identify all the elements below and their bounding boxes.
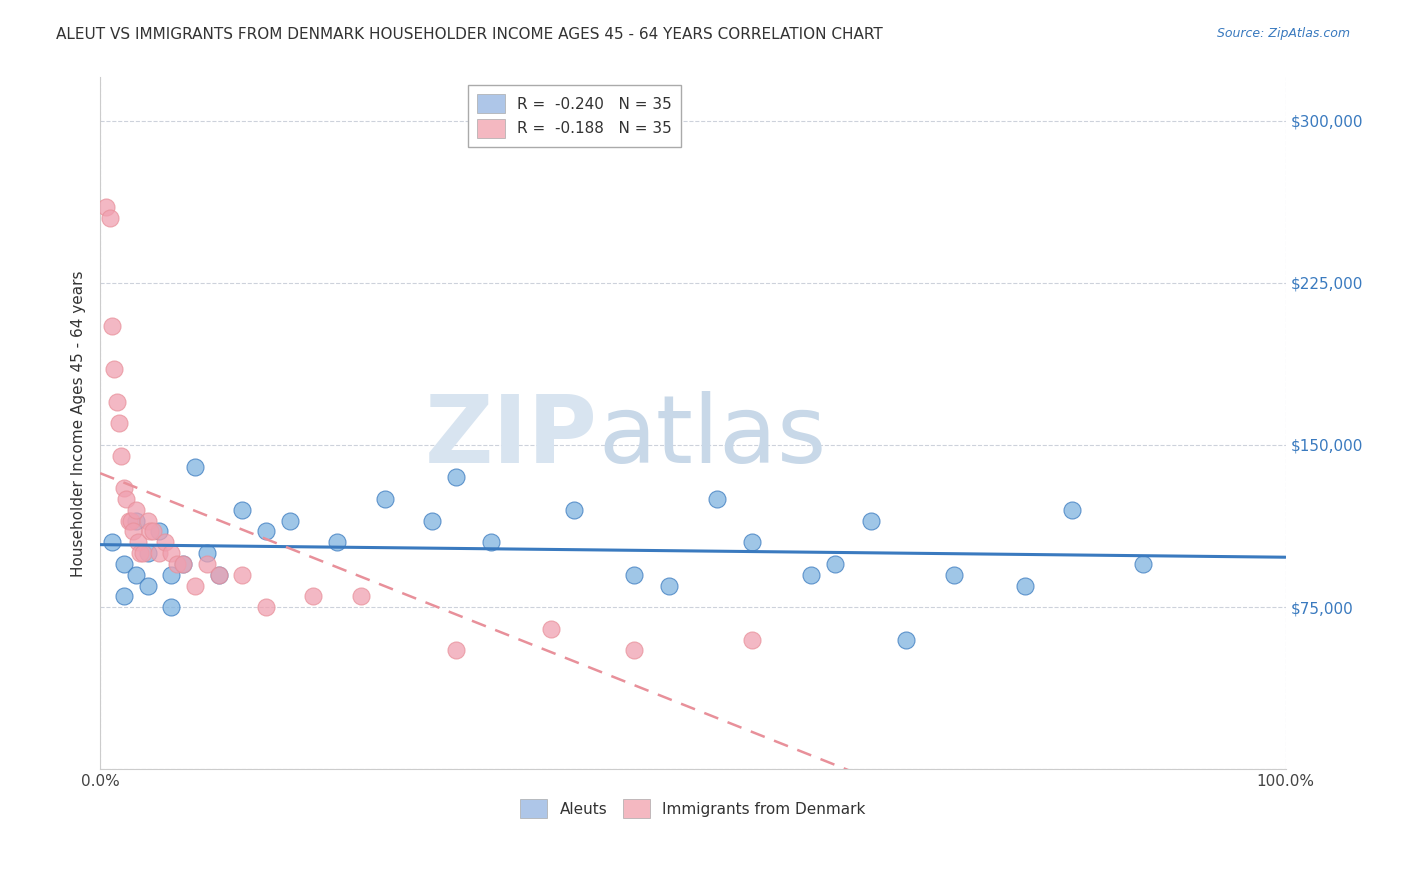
Point [98,211,121,225]
Point [160,546,183,560]
Point [302,590,325,604]
Legend: Aleuts, Immigrants from Denmark: Aleuts, Immigrants from Denmark [513,793,872,824]
Point [155,535,177,549]
Point [122,524,145,539]
Point [129,546,152,560]
Text: atlas: atlas [598,392,827,483]
Point [350,590,373,604]
Point [540,622,562,636]
Point [1062,503,1084,517]
Point [623,643,645,657]
Point [208,567,231,582]
Point [231,503,253,517]
Point [110,449,132,463]
Point [658,578,681,592]
Point [254,600,277,615]
Point [117,514,139,528]
Point [125,567,148,582]
Point [120,514,142,528]
Point [1132,557,1154,571]
Point [127,535,149,549]
Point [148,524,170,539]
Text: ZIP: ZIP [425,392,598,483]
Point [374,491,396,506]
Point [125,503,148,517]
Point [254,524,277,539]
Point [148,546,170,560]
Point [741,535,763,549]
Point [142,524,165,539]
Point [326,535,349,549]
Point [94,200,117,214]
Point [195,546,218,560]
Y-axis label: Householder Income Ages 45 - 64 years: Householder Income Ages 45 - 64 years [72,270,86,576]
Point [479,535,502,549]
Point [112,590,135,604]
Point [166,557,188,571]
Point [278,514,301,528]
Point [562,503,585,517]
Point [101,319,124,334]
Point [132,546,155,560]
Point [231,567,253,582]
Point [136,514,159,528]
Point [824,557,846,571]
Point [112,481,135,495]
Point [101,535,124,549]
Point [195,557,218,571]
Point [115,491,138,506]
Point [741,632,763,647]
Point [1014,578,1036,592]
Point [172,557,194,571]
Point [125,514,148,528]
Point [136,546,159,560]
Text: Source: ZipAtlas.com: Source: ZipAtlas.com [1216,27,1350,40]
Point [896,632,918,647]
Point [105,394,128,409]
Point [420,514,443,528]
Point [184,578,207,592]
Point [800,567,823,582]
Point [136,578,159,592]
Point [623,567,645,582]
Point [444,643,467,657]
Point [706,491,728,506]
Text: ALEUT VS IMMIGRANTS FROM DENMARK HOUSEHOLDER INCOME AGES 45 - 64 YEARS CORRELATI: ALEUT VS IMMIGRANTS FROM DENMARK HOUSEHO… [56,27,883,42]
Point [184,459,207,474]
Point [112,557,135,571]
Point [172,557,194,571]
Point [859,514,882,528]
Point [208,567,231,582]
Point [139,524,162,539]
Point [160,567,183,582]
Point [108,417,131,431]
Point [103,362,125,376]
Point [160,600,183,615]
Point [942,567,965,582]
Point [444,470,467,484]
